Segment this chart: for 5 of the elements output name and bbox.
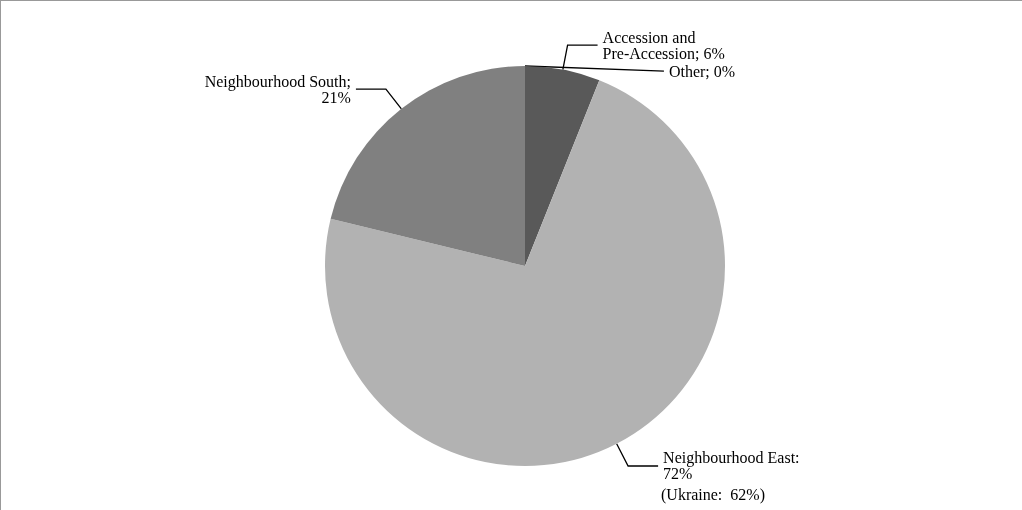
text: (Ukraine: 62%) bbox=[661, 485, 765, 504]
category-label: Other; 0% bbox=[668, 62, 736, 80]
slice-label: Neighbourhood South; 21% bbox=[204, 72, 351, 106]
slice-label: Neighbourhood East: 72% bbox=[663, 449, 804, 483]
slice-label: Accession and Pre-Accession; 6% bbox=[602, 28, 725, 62]
